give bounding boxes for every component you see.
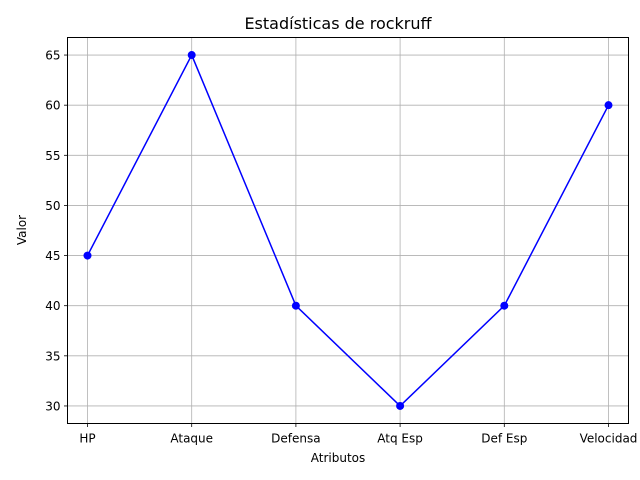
x-tick-label: Velocidad	[580, 432, 638, 446]
data-point	[187, 51, 196, 60]
grid-lines	[67, 37, 629, 424]
data-point	[604, 101, 613, 110]
y-tick-label: 50	[45, 199, 60, 213]
chart-title: Estadísticas de rockruff	[244, 14, 432, 33]
x-axis: HP Ataque Defensa Atq Esp Def Esp Velocidad	[79, 423, 638, 446]
data-point	[83, 251, 92, 260]
x-tick-label: Defensa	[271, 432, 320, 446]
y-tick-label: 40	[45, 299, 60, 313]
y-axis: 30 35 40 45 50 55 60 65	[45, 49, 68, 413]
y-tick-label: 45	[45, 249, 60, 263]
x-tick-label: Ataque	[170, 432, 213, 446]
y-axis-label: Valor	[15, 215, 29, 245]
y-tick-label: 55	[45, 149, 60, 163]
x-tick-label: Atq Esp	[377, 432, 423, 446]
y-tick-label: 35	[45, 349, 60, 363]
x-axis-label: Atributos	[311, 451, 366, 465]
data-point	[396, 401, 405, 410]
y-tick-label: 60	[45, 99, 60, 113]
y-tick-label: 65	[45, 49, 60, 63]
x-tick-label: Def Esp	[481, 432, 527, 446]
x-tick-label: HP	[79, 432, 95, 446]
data-point	[500, 301, 509, 310]
plot-area-frame	[67, 37, 629, 424]
data-point	[291, 301, 300, 310]
y-tick-label: 30	[45, 399, 60, 413]
series-line	[86, 53, 610, 407]
series-group	[83, 51, 613, 410]
